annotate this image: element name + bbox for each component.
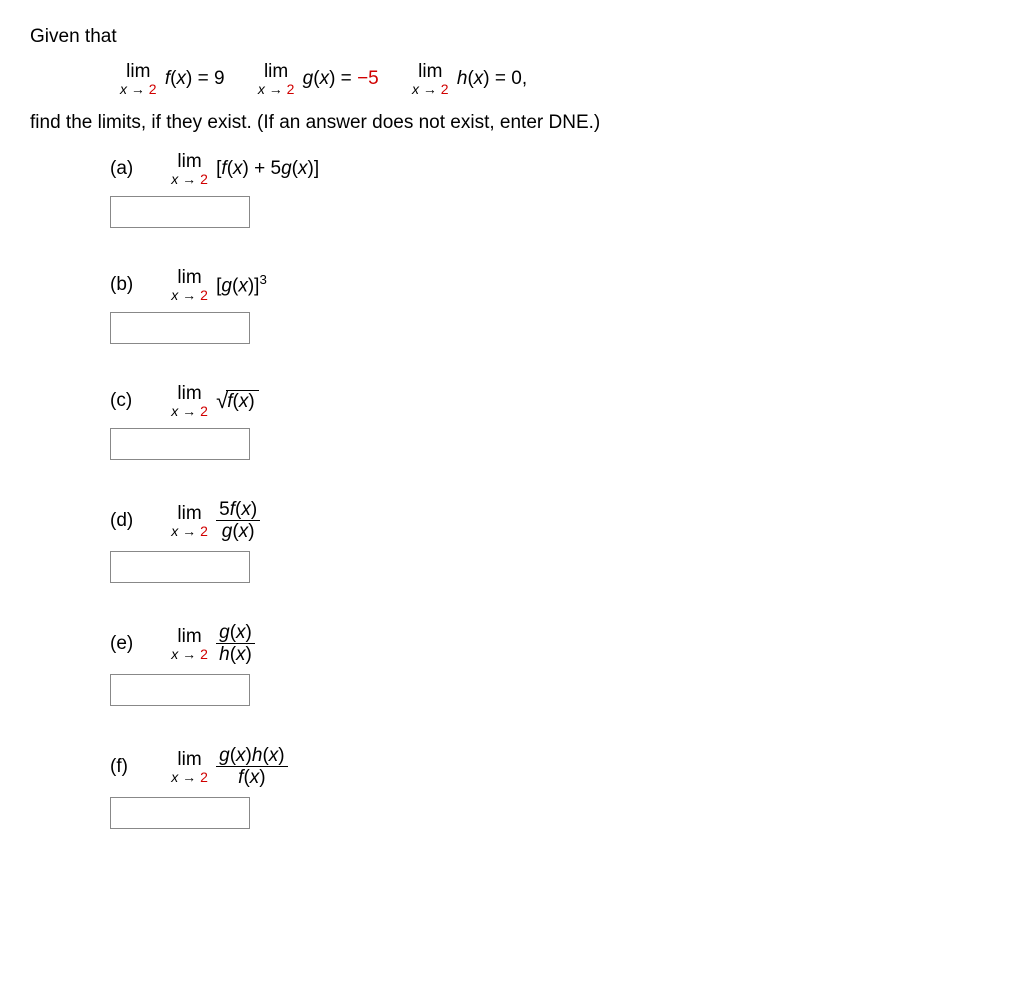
answer-input-d[interactable] [110, 551, 250, 583]
intro-text: Given that [30, 26, 994, 48]
problem-c-label: (c) [110, 390, 166, 412]
problem-f: (f) lim x → 2 g(x)h(x) f(x) [110, 746, 994, 829]
problem-d-label: (d) [110, 510, 166, 532]
problem-c-limit: lim x → 2 [171, 384, 208, 418]
problem-a-label: (a) [110, 158, 166, 180]
problem-f-limit: lim x → 2 [171, 750, 208, 784]
problem-f-expression: g(x)h(x) f(x) [216, 746, 287, 787]
problem-e-expression: g(x) h(x) [216, 623, 255, 664]
problem-d: (d) lim x → 2 5f(x) g(x) [110, 500, 994, 583]
problem-b: (b) lim x → 2 [g(x)]3 [110, 268, 994, 344]
problem-a: (a) lim x → 2 [f(x) + 5g(x)] [110, 152, 994, 228]
problem-c-expression: √f(x) [216, 388, 259, 414]
problem-b-label: (b) [110, 274, 166, 296]
problem-b-limit: lim x → 2 [171, 268, 208, 302]
problem-c: (c) lim x → 2 √f(x) [110, 384, 994, 460]
problem-a-expression: [f(x) + 5g(x)] [216, 158, 319, 180]
instruction-text: find the limits, if they exist. (If an a… [30, 112, 994, 134]
problem-e-label: (e) [110, 633, 166, 655]
answer-input-e[interactable] [110, 674, 250, 706]
answer-input-f[interactable] [110, 797, 250, 829]
problem-b-expression: [g(x)]3 [216, 272, 267, 297]
problem-f-label: (f) [110, 756, 166, 778]
given-limit-g: lim x → 2 g(x) = −5 [258, 62, 379, 96]
answer-input-c[interactable] [110, 428, 250, 460]
problem-e-limit: lim x → 2 [171, 627, 208, 661]
problem-d-expression: 5f(x) g(x) [216, 500, 260, 541]
problem-e: (e) lim x → 2 g(x) h(x) [110, 623, 994, 706]
given-limits-row: lim x → 2 f(x) = 9 lim x → 2 g(x) = −5 l… [30, 62, 994, 96]
given-limit-h: lim x → 2 h(x) = 0, [412, 62, 527, 96]
problem-d-limit: lim x → 2 [171, 504, 208, 538]
answer-input-a[interactable] [110, 196, 250, 228]
problem-a-limit: lim x → 2 [171, 152, 208, 186]
given-limit-f: lim x → 2 f(x) = 9 [120, 62, 225, 96]
answer-input-b[interactable] [110, 312, 250, 344]
